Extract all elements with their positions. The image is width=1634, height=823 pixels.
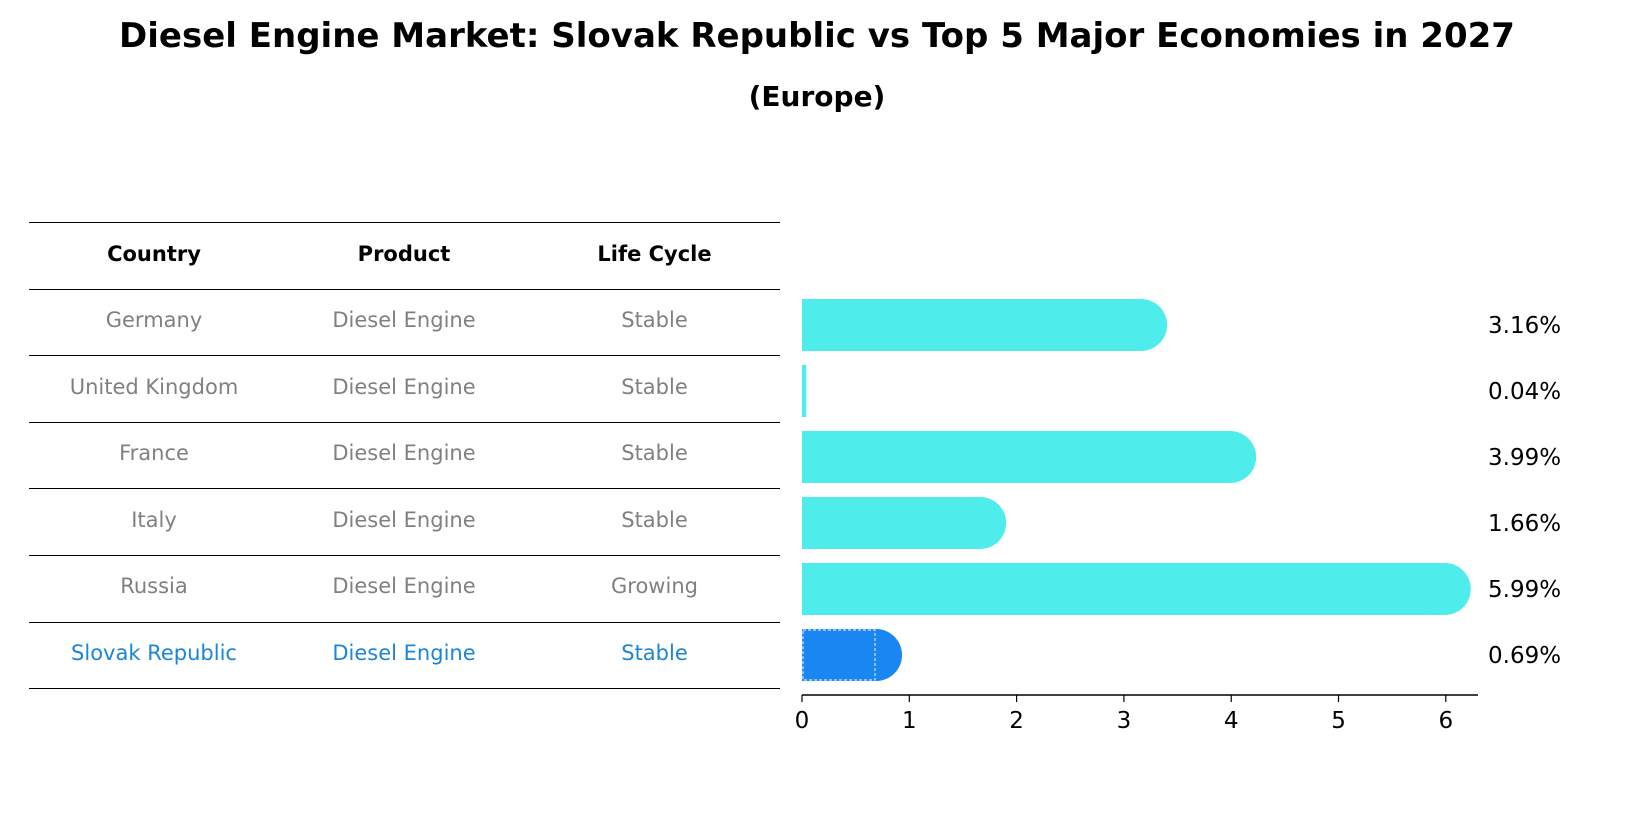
cell-product: Diesel Engine — [332, 574, 476, 599]
value-label: 1.66% — [1488, 511, 1561, 537]
x-tick-label: 4 — [1224, 708, 1239, 734]
cell-country: Germany — [105, 307, 203, 332]
value-label: 5.99% — [1488, 577, 1561, 603]
table-rule — [29, 488, 780, 490]
bar — [802, 431, 1231, 483]
cell-life-cycle: Stable — [621, 507, 688, 532]
header-product: Product — [357, 242, 451, 267]
table-rule — [29, 222, 780, 223]
value-label: 3.16% — [1488, 313, 1561, 339]
value-label: 3.99% — [1488, 445, 1561, 471]
value-label: 0.04% — [1488, 379, 1561, 405]
cell-country: Russia — [120, 574, 188, 599]
table-rule — [29, 555, 780, 556]
bar-highlight-outline — [802, 629, 876, 681]
cell-product: Diesel Engine — [332, 374, 476, 399]
chart-title: Diesel Engine Market: Slovak Republic vs… — [119, 16, 1515, 56]
cell-country: France — [119, 441, 189, 466]
table-rule — [29, 288, 780, 290]
bar-cap — [1115, 299, 1168, 351]
cell-product: Diesel Engine — [332, 640, 476, 665]
cell-life-cycle: Stable — [621, 441, 688, 466]
header-life-cycle: Life Cycle — [597, 242, 712, 267]
cell-country: Slovak Republic — [71, 640, 237, 665]
cell-life-cycle: Stable — [621, 307, 688, 332]
header-country: Country — [107, 242, 201, 267]
bar-cap — [1418, 563, 1471, 615]
value-label: 0.69% — [1488, 643, 1561, 669]
cell-life-cycle: Stable — [621, 640, 688, 665]
bar — [802, 365, 807, 417]
cell-product: Diesel Engine — [332, 507, 476, 532]
cell-country: United Kingdom — [69, 374, 239, 399]
bar-cap — [850, 629, 903, 681]
table-rule — [29, 688, 780, 690]
x-tick-label: 0 — [795, 708, 810, 734]
bar — [802, 497, 981, 549]
table-rule — [29, 621, 780, 623]
table-rule — [29, 355, 780, 357]
chart-subtitle: (Europe) — [748, 80, 886, 113]
x-tick-label: 1 — [902, 708, 917, 734]
x-tick-label: 3 — [1117, 708, 1132, 734]
cell-product: Diesel Engine — [332, 307, 476, 332]
cell-country: Italy — [131, 507, 177, 532]
bar-cap — [954, 497, 1007, 549]
table-rule — [29, 421, 780, 423]
x-tick-label: 5 — [1331, 708, 1346, 734]
x-tick-label: 6 — [1438, 708, 1453, 734]
bar — [802, 299, 1142, 351]
cell-life-cycle: Stable — [621, 374, 688, 399]
cell-life-cycle: Growing — [611, 574, 698, 599]
cell-product: Diesel Engine — [332, 441, 476, 466]
x-tick-label: 2 — [1009, 708, 1024, 734]
bar-cap — [1204, 431, 1257, 483]
bar — [802, 563, 1445, 615]
